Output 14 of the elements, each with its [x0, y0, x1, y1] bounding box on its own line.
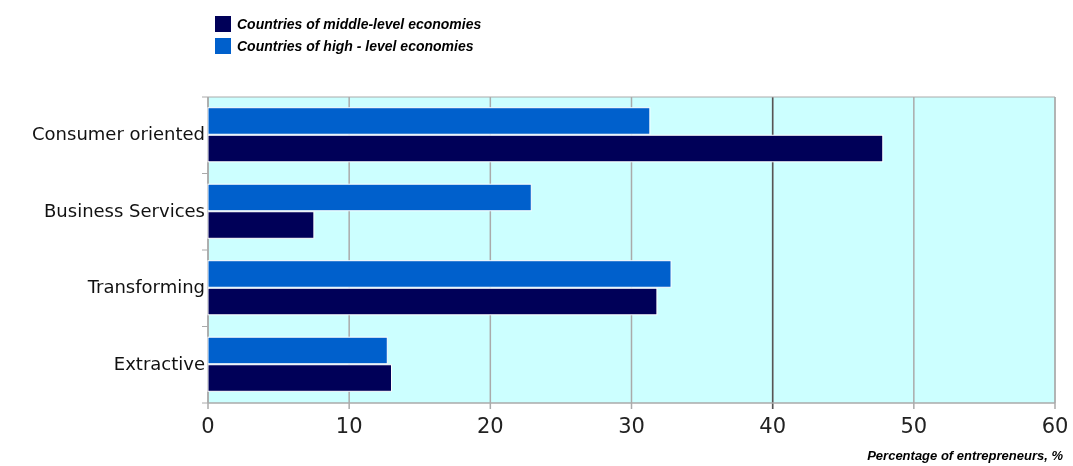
- x-tick-label: 20: [476, 414, 504, 438]
- x-axis-title: Percentage of entrepreneurs, %: [867, 448, 1064, 463]
- x-tick-label: 50: [900, 414, 928, 438]
- y-tick-label: Transforming: [86, 276, 205, 298]
- x-tick-label: 30: [618, 414, 645, 438]
- legend-label: Countries of high - level economies: [237, 38, 474, 54]
- x-tick-label: 60: [1041, 414, 1069, 438]
- legend-label: Countries of middle-level economies: [237, 16, 482, 32]
- x-tick-label: 0: [201, 414, 215, 438]
- x-tick-label: 10: [335, 414, 363, 438]
- y-tick-label: Extractive: [113, 352, 205, 374]
- x-tick-label: 40: [759, 414, 787, 438]
- y-tick-label: Business Services: [44, 199, 205, 221]
- y-tick-label: Consumer oriented: [32, 123, 205, 145]
